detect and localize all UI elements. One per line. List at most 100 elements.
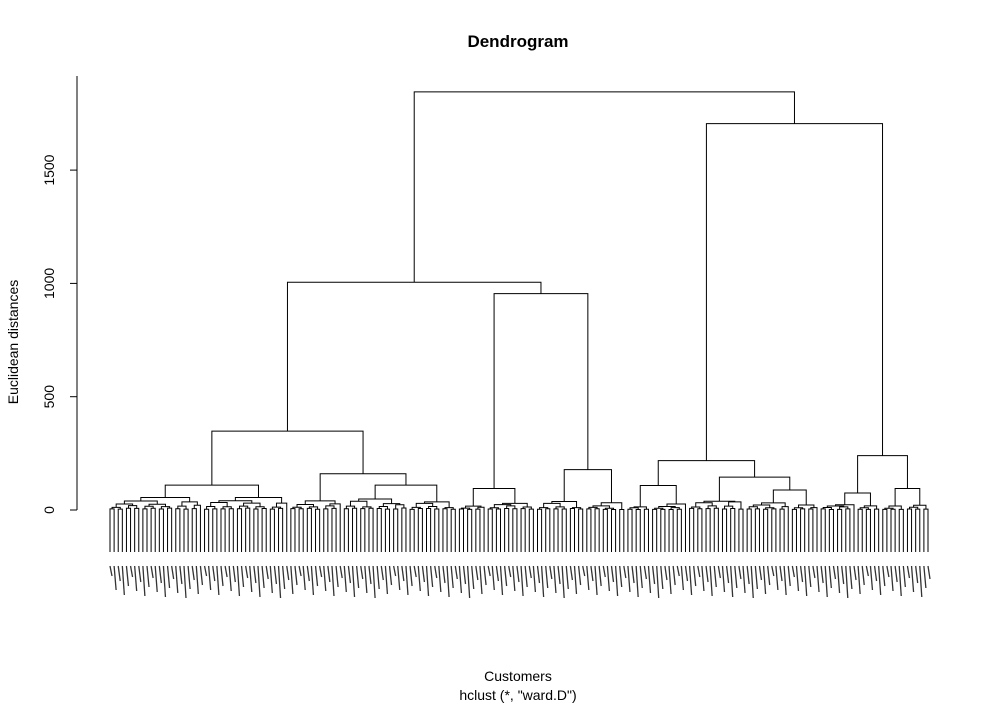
leaf-label: [762, 565, 767, 595]
cluster-branch: [278, 507, 284, 510]
cluster-branch: [315, 508, 321, 510]
leaf-label: [129, 565, 134, 578]
leaf-label: [919, 565, 923, 598]
cluster-branch: [578, 508, 584, 510]
leaf-label: [355, 565, 360, 589]
leaf-label: [680, 565, 685, 591]
cluster-branch: [884, 507, 894, 510]
leaf-label: [845, 565, 849, 599]
leaf-label: [767, 565, 771, 586]
leaf-label: [520, 565, 524, 597]
leaf-label: [730, 565, 734, 598]
cluster-branch: [191, 508, 197, 510]
cluster-branch: [409, 508, 415, 510]
cluster-branch: [923, 508, 929, 510]
leaf-label: [434, 565, 438, 579]
cluster-branch: [415, 502, 434, 508]
leaf-label: [183, 565, 187, 599]
leaf-label: [754, 565, 759, 590]
leaf-label: [314, 565, 319, 587]
leaf-label: [179, 565, 183, 585]
cluster-branch: [467, 508, 473, 510]
leaf-label: [915, 565, 919, 584]
cluster-branch: [874, 508, 880, 510]
cluster-branch: [697, 508, 703, 510]
leaf-label: [438, 565, 442, 593]
leaf-label: [228, 565, 232, 592]
leaf-label: [199, 565, 204, 586]
leaf-label: [158, 565, 162, 584]
cluster-branch: [652, 508, 658, 510]
cluster-branch: [826, 505, 845, 508]
cluster-branch: [713, 507, 719, 510]
cluster-branch: [460, 507, 471, 510]
leaf-label: [812, 565, 816, 579]
leaf-label: [475, 565, 479, 581]
cluster-branch: [417, 507, 423, 510]
cluster-branch: [594, 508, 600, 510]
cluster-branch: [528, 508, 534, 510]
chart-title: Dendrogram: [467, 32, 568, 51]
cluster-branch: [234, 496, 283, 504]
leaf-label: [775, 565, 779, 591]
leaf-label: [532, 565, 537, 593]
leaf-label: [146, 565, 150, 588]
leaf-label: [614, 565, 619, 597]
leaf-label: [750, 565, 754, 599]
leaf-label: [878, 565, 882, 596]
cluster-branch: [545, 508, 551, 510]
leaf-label: [503, 565, 508, 587]
cluster-branch: [845, 508, 851, 510]
merge-c12: [894, 487, 921, 507]
leaf-label: [540, 565, 545, 598]
cluster-branch: [487, 508, 493, 510]
leaf-label: [162, 565, 167, 598]
leaf-label: [236, 565, 241, 597]
cluster-branch: [586, 508, 592, 510]
leaf-label: [376, 565, 380, 590]
leaf-label: [693, 565, 697, 587]
leaf-label: [627, 565, 631, 593]
leaf-label: [795, 565, 800, 592]
cluster-branch: [771, 508, 777, 510]
leaf-label: [175, 565, 179, 594]
cluster-branch: [325, 505, 335, 509]
cluster-branch: [271, 506, 282, 510]
cluster-branch: [238, 505, 249, 509]
leaf-label: [660, 565, 664, 590]
leaf-label: [409, 565, 413, 587]
leaf-label: [849, 565, 853, 590]
cluster-branch: [434, 508, 440, 510]
cluster-branch: [791, 508, 797, 510]
cluster-branch: [393, 508, 399, 510]
leaf-label: [709, 565, 713, 597]
leaf-label: [906, 565, 911, 579]
leaf-label: [327, 565, 331, 583]
cluster-branch: [569, 507, 575, 510]
cluster-branch: [183, 508, 189, 510]
cluster-branch: [382, 503, 401, 507]
leaf-label: [425, 565, 430, 597]
leaf-label: [245, 565, 249, 579]
leaf-label: [109, 565, 113, 577]
cluster-branch: [604, 507, 615, 510]
leaf-label: [360, 565, 364, 580]
leaf-label: [631, 565, 635, 584]
cluster-branch: [109, 508, 115, 510]
cluster-branch: [670, 507, 680, 510]
cluster-branch: [828, 508, 834, 510]
leaf-label: [212, 565, 216, 582]
y-tick-label: 0: [41, 506, 57, 514]
cluster-branch: [779, 508, 785, 510]
leaf-labels: [109, 565, 931, 599]
cluster-branch: [506, 505, 516, 509]
cluster-branch: [245, 507, 251, 510]
cluster-branch: [140, 496, 191, 502]
leaf-label: [668, 565, 672, 595]
cluster-branch: [308, 506, 319, 510]
cluster-branch: [915, 508, 921, 510]
cluster-branch: [450, 508, 456, 510]
leaf-label: [273, 565, 278, 585]
merge-A1a: [164, 484, 259, 498]
